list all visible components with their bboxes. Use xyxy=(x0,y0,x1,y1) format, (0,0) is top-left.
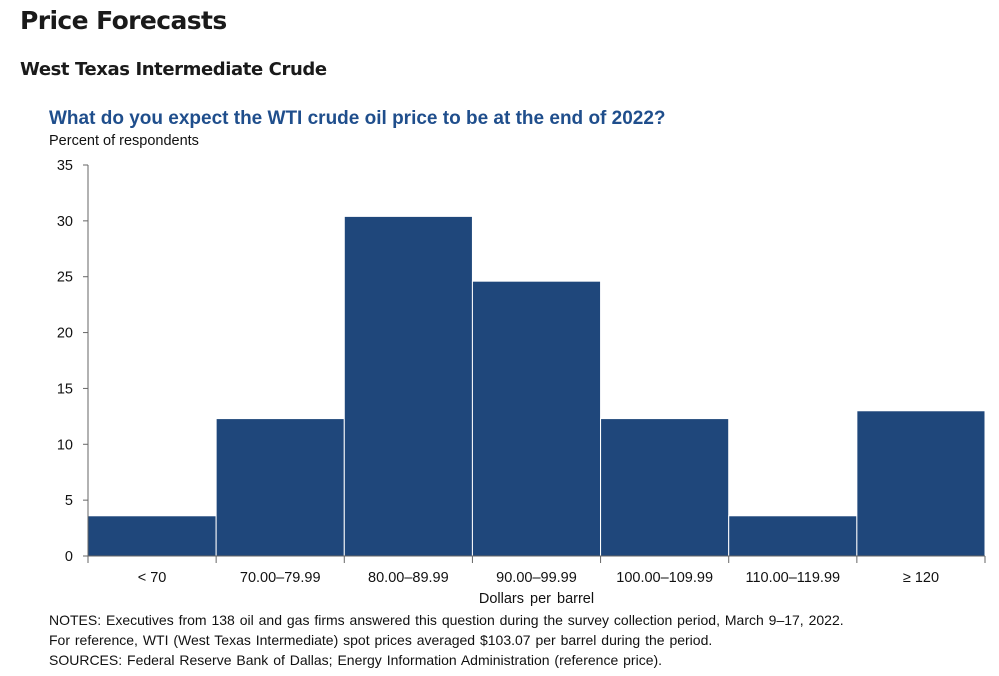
x-tick-label: ≥ 120 xyxy=(903,570,939,586)
notes-line: NOTES: Executives from 138 oil and gas f… xyxy=(49,612,844,628)
x-tick-label: 80.00–89.99 xyxy=(368,570,449,586)
y-tick-label: 10 xyxy=(57,437,73,453)
section-title: West Texas Intermediate Crude xyxy=(20,59,327,80)
x-axis-label: Dollars per barrel xyxy=(479,591,594,607)
x-tick-label: 100.00–109.99 xyxy=(616,570,713,586)
x-tick-label: < 70 xyxy=(138,570,167,586)
sources-line: SOURCES: Federal Reserve Bank of Dallas;… xyxy=(49,652,663,668)
x-tick-label: 70.00–79.99 xyxy=(240,570,321,586)
y-tick-label: 30 xyxy=(57,214,73,230)
y-axis-label: Percent of respondents xyxy=(49,133,199,149)
bar xyxy=(87,515,217,557)
bar xyxy=(215,418,345,557)
bar xyxy=(343,215,473,557)
y-tick-label: 35 xyxy=(57,158,73,174)
bar xyxy=(471,280,602,557)
bar xyxy=(728,515,858,557)
bar xyxy=(600,418,730,557)
page-title: Price Forecasts xyxy=(20,6,227,35)
x-tick-label: 110.00–119.99 xyxy=(745,570,840,586)
chart-title: What do you expect the WTI crude oil pri… xyxy=(49,108,666,129)
bar xyxy=(856,410,986,557)
x-tick-label: 90.00–99.99 xyxy=(496,570,577,586)
y-tick-label: 0 xyxy=(65,549,73,565)
y-tick-label: 15 xyxy=(57,381,73,397)
y-tick-label: 20 xyxy=(57,326,73,342)
notes-line: For reference, WTI (West Texas Intermedi… xyxy=(49,632,713,648)
chart-notes: NOTES: Executives from 138 oil and gas f… xyxy=(49,610,844,670)
y-tick-label: 25 xyxy=(57,270,73,286)
y-tick-label: 5 xyxy=(65,493,73,509)
